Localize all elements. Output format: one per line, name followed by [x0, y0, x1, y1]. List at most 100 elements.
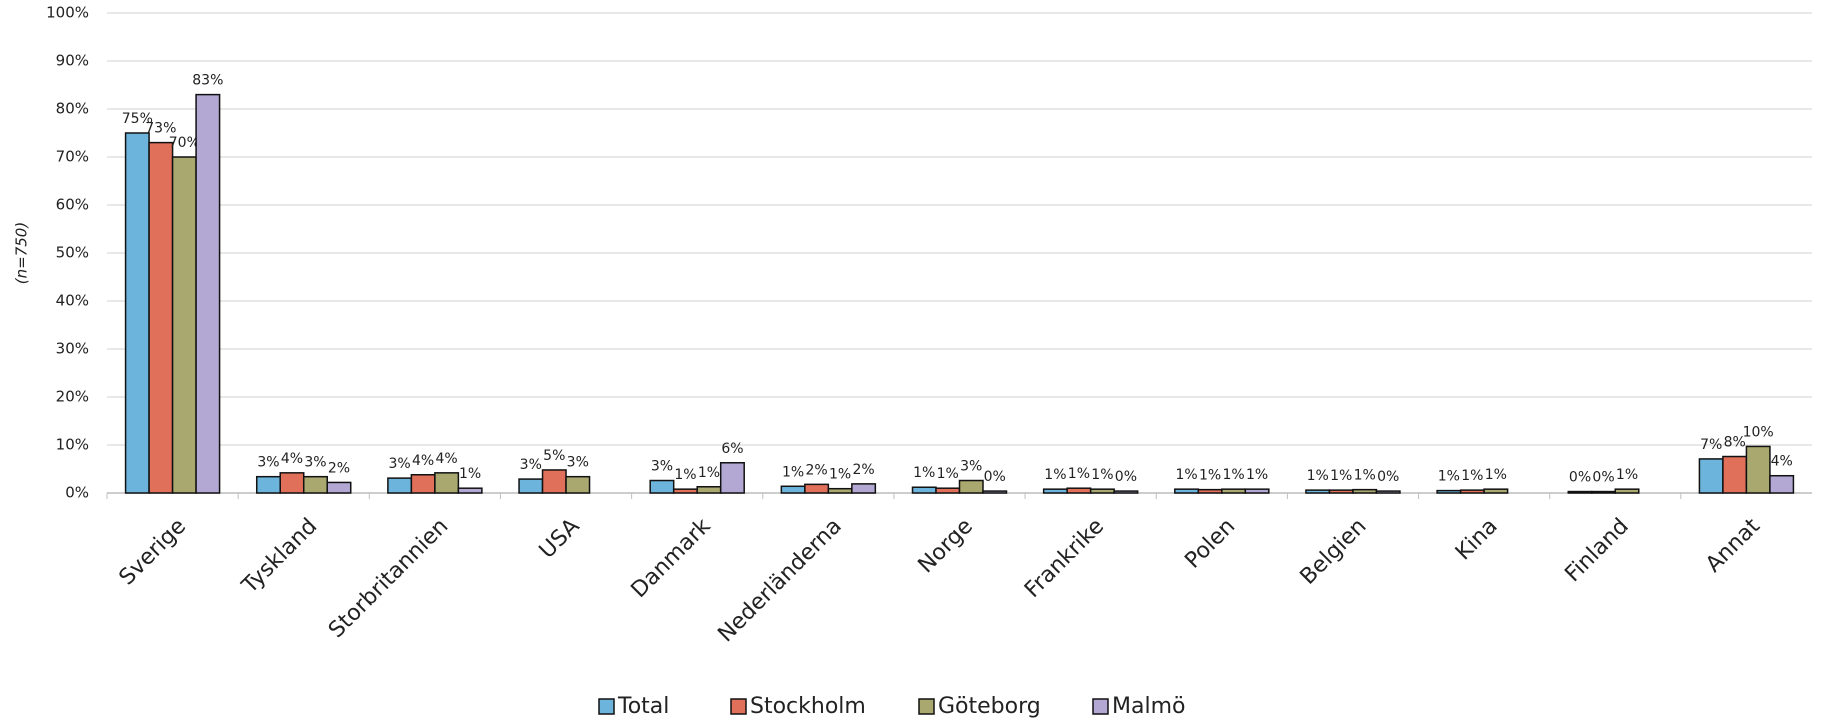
legend-swatch: [1092, 698, 1109, 715]
y-tick-label: 100%: [46, 4, 89, 22]
y-tick-label: 80%: [56, 100, 89, 118]
x-tick-label: Frankrike: [1020, 514, 1109, 603]
bar: [148, 141, 174, 494]
bar: [1722, 455, 1748, 494]
value-label: 1%: [1175, 467, 1197, 483]
legend-label: Total: [617, 694, 669, 719]
bar: [1352, 488, 1378, 494]
bar: [1328, 489, 1354, 494]
value-label: 1%: [698, 465, 720, 481]
value-label: 0%: [1377, 469, 1399, 485]
value-label: 1%: [937, 466, 959, 482]
bar: [457, 487, 483, 494]
value-label: 5%: [543, 448, 565, 464]
value-label: 70%: [169, 135, 200, 151]
bar: [410, 474, 436, 494]
value-label: 1%: [1068, 466, 1090, 482]
y-tick-label: 20%: [56, 388, 89, 406]
x-tick-label: Nederländerna: [713, 514, 846, 647]
bar: [1483, 488, 1509, 494]
legend-label: Malmö: [1112, 694, 1185, 719]
value-label: 2%: [805, 462, 827, 478]
bar: [255, 475, 281, 494]
bar: [279, 472, 305, 494]
bar: [1375, 490, 1401, 494]
value-label: 3%: [567, 455, 589, 471]
bar: [302, 475, 328, 494]
value-label: 4%: [281, 451, 303, 467]
value-label: 1%: [1461, 468, 1483, 484]
bar: [1197, 488, 1223, 494]
value-label: 3%: [257, 455, 279, 471]
bar: [1745, 445, 1771, 494]
bar: [982, 490, 1008, 494]
bar: [1221, 488, 1247, 494]
value-label: 1%: [829, 467, 851, 483]
bar: [1769, 474, 1795, 494]
bar: [935, 487, 961, 494]
value-label: 4%: [436, 451, 458, 467]
bar: [1113, 490, 1139, 494]
value-label: 4%: [1771, 454, 1793, 470]
value-label: 1%: [674, 467, 696, 483]
value-label: 1%: [459, 466, 481, 482]
value-label: 1%: [1091, 467, 1113, 483]
legend-swatch: [598, 698, 615, 715]
bar: [1244, 488, 1270, 494]
bar: [1567, 490, 1593, 494]
bar: [851, 483, 877, 494]
x-tick-label: Polen: [1181, 514, 1241, 574]
bar: [1305, 489, 1331, 494]
bar: [565, 475, 591, 494]
bar: [719, 462, 745, 494]
value-label: 3%: [651, 459, 673, 475]
value-label: 83%: [192, 73, 223, 89]
bar: [124, 132, 150, 494]
bar: [804, 483, 830, 494]
value-label: 1%: [1485, 467, 1507, 483]
value-label: 0%: [984, 469, 1006, 485]
bar: [1042, 488, 1068, 494]
value-label: 2%: [852, 462, 874, 478]
y-axis-label: (n=750): [13, 222, 31, 284]
value-label: 1%: [782, 464, 804, 480]
bar: [387, 477, 413, 494]
bar: [1174, 488, 1200, 494]
value-label: 73%: [145, 121, 176, 137]
x-tick-label: USA: [535, 514, 585, 564]
bar: [1591, 490, 1617, 494]
value-label: 3%: [304, 455, 326, 471]
legend-label: Göteborg: [938, 694, 1041, 719]
value-label: 75%: [122, 111, 153, 127]
value-label: 3%: [960, 459, 982, 475]
bar: [1614, 488, 1640, 494]
bar: [911, 486, 937, 494]
x-tick-label: Danmark: [627, 514, 716, 603]
bar: [1459, 489, 1485, 494]
x-tick-label: Tyskland: [237, 514, 322, 599]
y-tick-label: 50%: [56, 244, 89, 262]
value-label: 3%: [520, 457, 542, 473]
value-label: 0%: [1592, 470, 1614, 486]
value-label: 6%: [721, 441, 743, 457]
value-label: 1%: [1438, 469, 1460, 485]
x-tick-label: Sverige: [115, 514, 192, 591]
value-label: 0%: [1115, 469, 1137, 485]
bar: [1698, 458, 1724, 494]
bar: [541, 469, 567, 494]
value-label: 1%: [1222, 467, 1244, 483]
y-tick-label: 40%: [56, 292, 89, 310]
bar: [1436, 489, 1462, 494]
value-label: 3%: [389, 456, 411, 472]
x-tick-label: Storbritannien: [324, 514, 453, 643]
y-tick-label: 10%: [56, 436, 89, 454]
x-tick-label: Norge: [914, 514, 978, 578]
legend-swatch: [730, 698, 747, 715]
bar: [696, 486, 722, 494]
value-label: 1%: [1246, 467, 1268, 483]
bar: [649, 479, 675, 494]
bar: [326, 481, 352, 494]
value-label: 10%: [1743, 424, 1774, 440]
x-tick-label: Kina: [1451, 514, 1503, 566]
